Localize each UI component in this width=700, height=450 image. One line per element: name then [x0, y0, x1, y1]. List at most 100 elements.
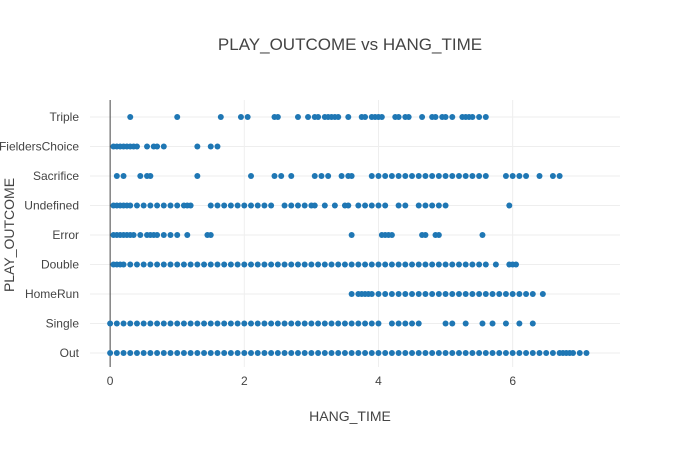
data-point	[516, 291, 523, 297]
data-point	[382, 350, 389, 356]
y-tick-label: HomeRun	[25, 287, 79, 301]
data-point	[402, 202, 409, 209]
data-point	[174, 202, 181, 209]
data-point	[368, 350, 375, 356]
data-point	[536, 350, 543, 356]
data-point	[241, 202, 248, 209]
data-point	[388, 291, 395, 297]
data-point	[502, 350, 509, 356]
data-point	[482, 291, 489, 297]
data-point	[492, 261, 499, 268]
data-point	[227, 202, 234, 209]
data-point	[133, 143, 140, 150]
x-axis-title: HANG_TIME	[309, 408, 391, 424]
data-point	[294, 320, 301, 327]
data-point	[221, 320, 228, 327]
data-point	[315, 114, 322, 120]
data-point	[338, 173, 345, 179]
data-point	[341, 350, 348, 356]
data-point	[583, 350, 590, 356]
data-point	[318, 173, 325, 179]
data-point	[194, 143, 201, 150]
data-point	[234, 261, 241, 268]
data-point	[455, 350, 462, 356]
data-point	[523, 291, 530, 297]
data-point	[341, 320, 348, 327]
data-point	[201, 350, 208, 356]
data-point	[489, 291, 496, 297]
data-point	[147, 350, 154, 356]
data-point	[422, 261, 429, 268]
data-point	[429, 261, 436, 268]
data-point	[375, 202, 382, 209]
data-point	[355, 261, 362, 268]
data-point	[325, 173, 332, 179]
data-point	[496, 350, 503, 356]
data-point	[409, 350, 416, 356]
data-point	[375, 173, 382, 179]
data-point	[234, 350, 241, 356]
data-point	[469, 114, 476, 120]
data-point	[331, 202, 338, 209]
data-point	[321, 320, 328, 327]
y-tick-label: Error	[52, 228, 79, 242]
data-point	[482, 114, 489, 120]
data-point	[502, 291, 509, 297]
data-point	[442, 350, 449, 356]
data-point	[268, 261, 275, 268]
data-point	[328, 320, 335, 327]
data-point	[556, 173, 563, 179]
data-point	[348, 291, 355, 297]
data-point	[368, 291, 375, 297]
data-point	[315, 320, 322, 327]
data-point	[311, 202, 318, 209]
data-point	[308, 261, 315, 268]
data-point	[449, 173, 456, 179]
data-point	[455, 173, 462, 179]
data-point	[442, 261, 449, 268]
data-point	[395, 320, 402, 327]
data-point	[194, 261, 201, 268]
data-point	[194, 320, 201, 327]
data-point	[227, 350, 234, 356]
data-point	[160, 232, 167, 238]
y-axis-title: PLAY_OUTCOME	[1, 178, 17, 292]
data-point	[254, 202, 261, 209]
data-point	[180, 350, 187, 356]
data-point	[442, 291, 449, 297]
data-point	[402, 261, 409, 268]
y-tick-label: Out	[60, 346, 80, 360]
data-point	[227, 320, 234, 327]
data-point	[429, 350, 436, 356]
data-point	[274, 261, 281, 268]
data-point	[362, 261, 369, 268]
data-point	[294, 114, 301, 120]
data-point	[113, 173, 120, 179]
data-point	[449, 114, 456, 120]
data-point	[476, 291, 483, 297]
data-point	[355, 350, 362, 356]
data-point	[311, 173, 318, 179]
data-point	[321, 202, 328, 209]
data-point	[167, 320, 174, 327]
data-point	[442, 114, 449, 120]
data-point	[154, 261, 161, 268]
data-point	[120, 350, 127, 356]
data-point	[435, 350, 442, 356]
data-point	[201, 261, 208, 268]
data-point	[476, 173, 483, 179]
data-point	[449, 291, 456, 297]
data-point	[207, 143, 214, 150]
data-point	[479, 232, 486, 238]
data-point	[355, 320, 362, 327]
data-point	[469, 291, 476, 297]
data-point	[435, 291, 442, 297]
data-point	[419, 114, 426, 120]
data-point	[113, 320, 120, 327]
data-point	[482, 350, 489, 356]
data-point	[147, 202, 154, 209]
data-point	[274, 114, 281, 120]
data-point	[154, 350, 161, 356]
data-point	[137, 232, 144, 238]
